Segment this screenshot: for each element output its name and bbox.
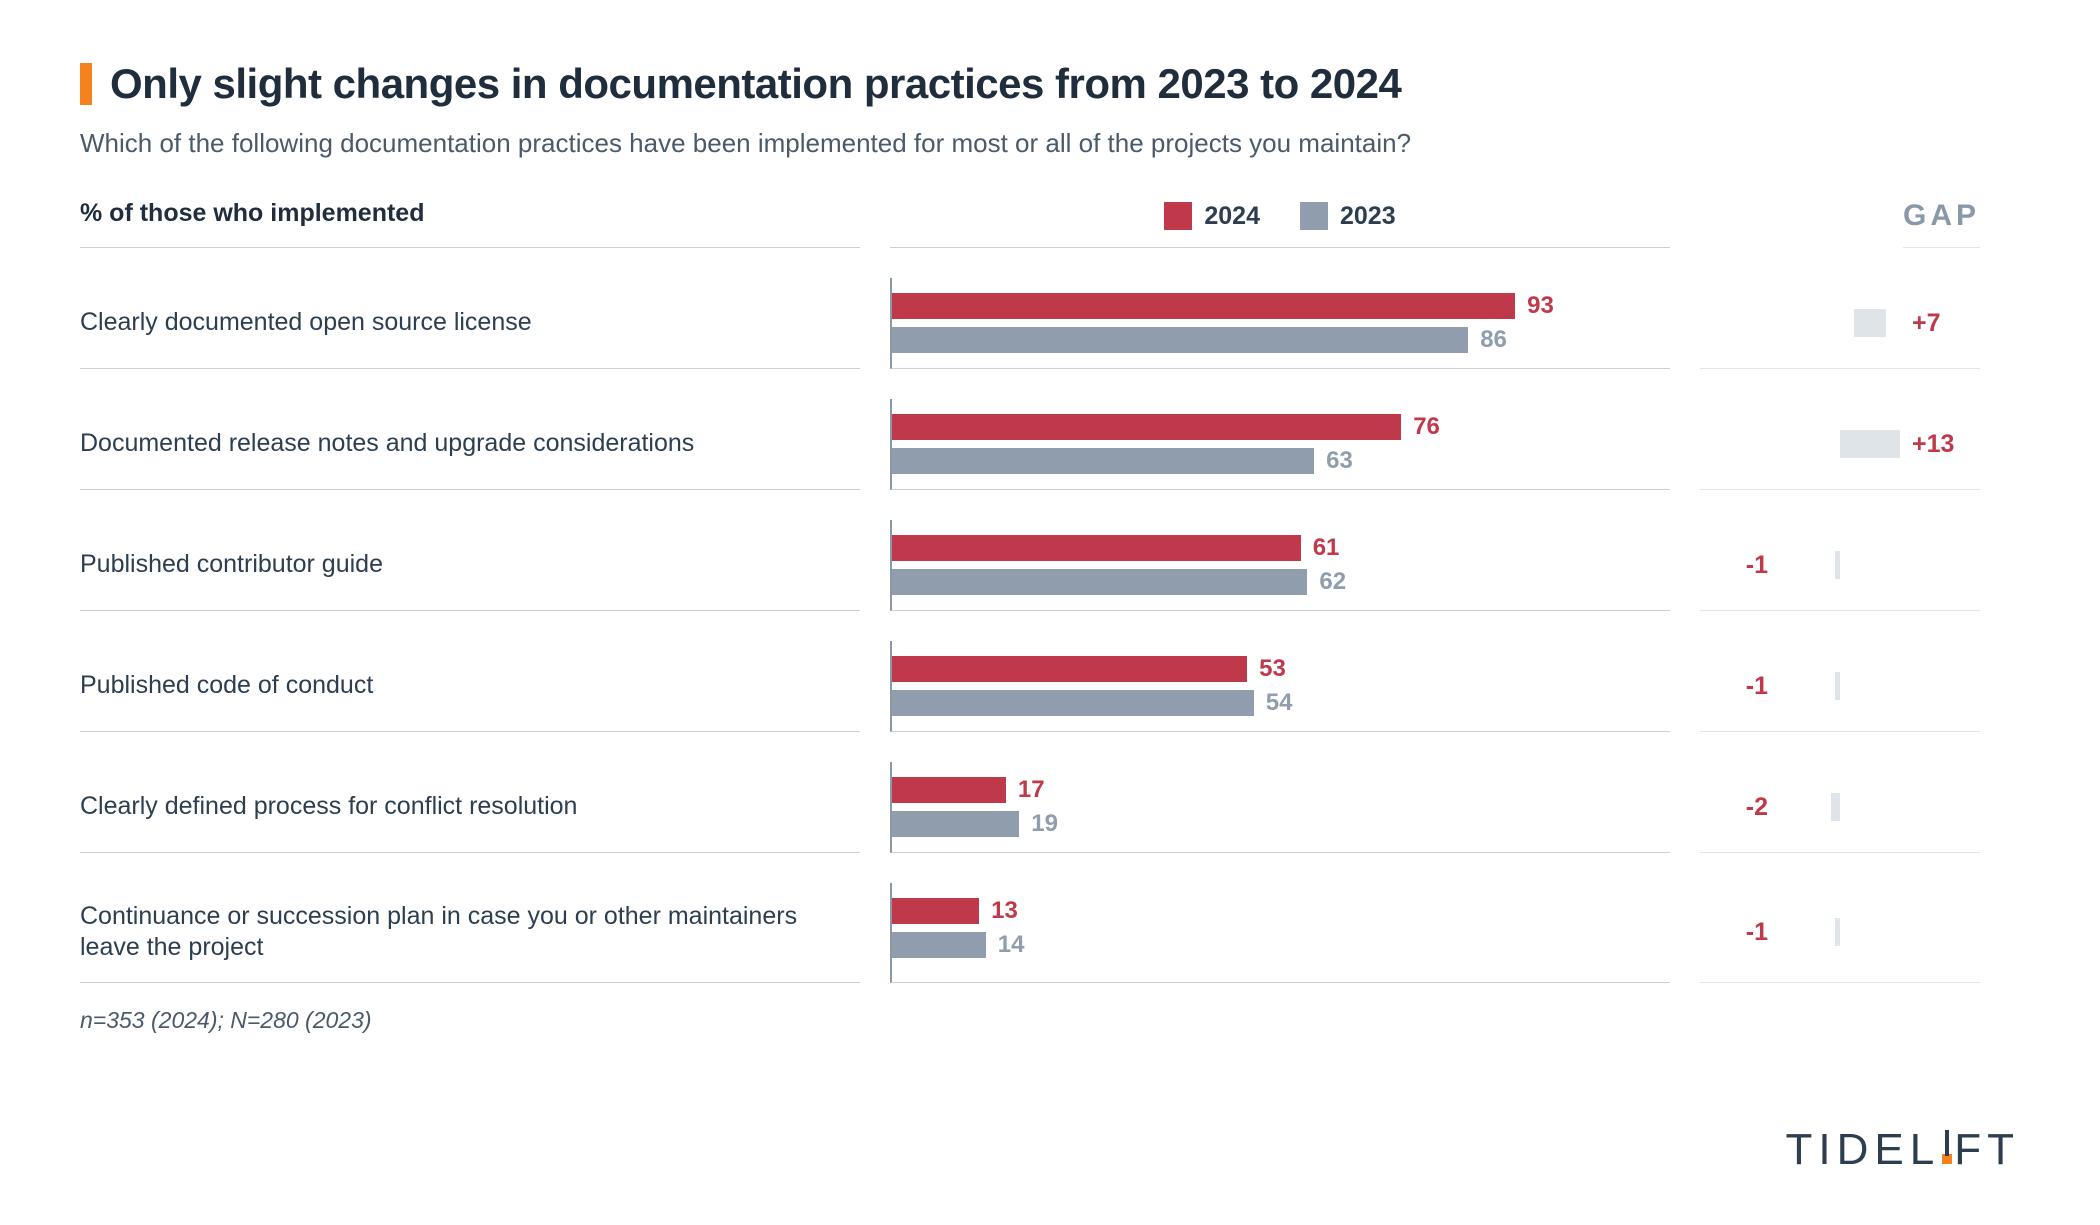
row-label: Documented release notes and upgrade con… [80, 399, 860, 490]
bar-2023-rect [892, 690, 1254, 716]
footnote: n=353 (2024); N=280 (2023) [80, 1007, 2020, 1034]
accent-bar [80, 63, 92, 105]
bar-2024-value: 93 [1527, 292, 1554, 320]
gap-cell: +13 [1700, 399, 1980, 490]
gap-cell: -1 [1700, 883, 1980, 983]
bar-2023-rect [892, 569, 1307, 595]
left-column-header: % of those who implemented [80, 199, 860, 248]
chart-grid: % of those who implemented 20242023 GAP … [80, 199, 2020, 983]
bar-2024-value: 53 [1259, 655, 1286, 683]
bar-2024-value: 61 [1313, 534, 1340, 562]
gap-bar-wrap [1780, 430, 1900, 458]
bar-2023-rect [892, 811, 1019, 837]
row-label: Clearly documented open source license [80, 278, 860, 369]
bar-2023-value: 62 [1319, 568, 1346, 596]
gap-value: -1 [1708, 672, 1768, 701]
gap-bar-wrap [1780, 793, 1900, 821]
bar-2023-value: 19 [1031, 810, 1058, 838]
bar-2024-value: 13 [991, 897, 1018, 925]
gap-value: -1 [1708, 551, 1768, 580]
bar-2024-value: 17 [1018, 776, 1045, 804]
row-bars: 93 86 [890, 278, 1670, 369]
bar-2024-rect [892, 535, 1301, 561]
legend-swatch [1300, 202, 1328, 230]
gap-bar-wrap [1780, 309, 1900, 337]
legend-label: 2024 [1204, 202, 1260, 231]
bar-2024: 13 [892, 897, 1670, 925]
row-label: Published code of conduct [80, 641, 860, 732]
gap-cell: -1 [1700, 520, 1980, 611]
bar-2023: 86 [892, 326, 1670, 354]
bar-2023-value: 54 [1266, 689, 1293, 717]
bar-2023-rect [892, 932, 986, 958]
gap-cell: -1 [1700, 641, 1980, 732]
legend-item: 2023 [1300, 202, 1396, 231]
bar-2023-rect [892, 327, 1468, 353]
bar-2024: 17 [892, 776, 1670, 804]
chart-subtitle: Which of the following documentation pra… [80, 128, 2020, 159]
gap-bar-wrap [1780, 551, 1900, 579]
gap-column-header: GAP [1903, 199, 1980, 248]
bar-2024: 93 [892, 292, 1670, 320]
row-bars: 61 62 [890, 520, 1670, 611]
bar-2023-value: 14 [998, 931, 1025, 959]
legend: 2024 2023 [890, 199, 1670, 248]
gap-bar [1831, 793, 1840, 821]
bar-2023-rect [892, 448, 1314, 474]
bar-2024: 61 [892, 534, 1670, 562]
tidelift-logo: TIDELFT [1786, 1125, 2020, 1175]
gap-cell: -2 [1700, 762, 1980, 853]
row-label: Clearly defined process for conflict res… [80, 762, 860, 853]
bar-2024-value: 76 [1413, 413, 1440, 441]
gap-value: +13 [1912, 430, 1972, 459]
bar-2023: 19 [892, 810, 1670, 838]
bar-2023: 63 [892, 447, 1670, 475]
gap-value: -1 [1708, 918, 1768, 947]
row-bars: 13 14 [890, 883, 1670, 983]
row-label: Continuance or succession plan in case y… [80, 883, 860, 983]
row-bars: 53 54 [890, 641, 1670, 732]
bar-2023-value: 86 [1480, 326, 1507, 354]
bar-2024-rect [892, 898, 979, 924]
row-label: Published contributor guide [80, 520, 860, 611]
bar-2024-rect [892, 777, 1006, 803]
title-row: Only slight changes in documentation pra… [80, 60, 2020, 108]
bar-2024-rect [892, 293, 1515, 319]
bar-2024: 53 [892, 655, 1670, 683]
bar-2024-rect [892, 656, 1247, 682]
legend-swatch [1164, 202, 1192, 230]
row-bars: 76 63 [890, 399, 1670, 490]
gap-value: +7 [1912, 309, 1972, 338]
gap-cell: +7 [1700, 278, 1980, 369]
bar-2023: 14 [892, 931, 1670, 959]
gap-value: -2 [1708, 793, 1768, 822]
gap-bar [1854, 309, 1886, 337]
gap-bar-wrap [1780, 918, 1900, 946]
bar-2023-value: 63 [1326, 447, 1353, 475]
legend-label: 2023 [1340, 202, 1396, 231]
bar-2023: 62 [892, 568, 1670, 596]
row-bars: 17 19 [890, 762, 1670, 853]
chart-title: Only slight changes in documentation pra… [110, 60, 1401, 108]
bar-2024: 76 [892, 413, 1670, 441]
bar-2023: 54 [892, 689, 1670, 717]
legend-item: 2024 [1164, 202, 1260, 231]
bar-2024-rect [892, 414, 1401, 440]
gap-bar-wrap [1780, 672, 1900, 700]
gap-bar [1840, 430, 1900, 458]
